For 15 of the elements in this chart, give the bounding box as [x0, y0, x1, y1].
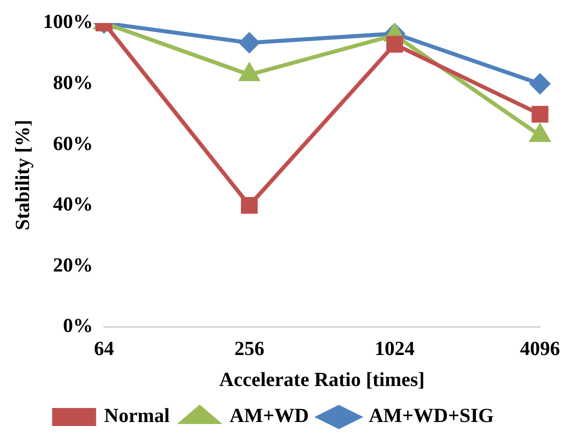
x-tick-label: 1024 — [374, 338, 415, 360]
x-tick-label: 64 — [94, 338, 114, 360]
x-tick-label: 4096 — [520, 338, 560, 360]
y-axis-title: Stability [%] — [12, 120, 34, 230]
y-tick-label: 20% — [53, 254, 93, 276]
y-tick-label: 0% — [63, 315, 93, 338]
y-tick-label: 60% — [53, 132, 93, 155]
x-axis-title: Accelerate Ratio [times] — [219, 369, 425, 392]
legend-label: AM+WD — [230, 405, 309, 428]
x-tick-label: 256 — [234, 338, 264, 360]
legend-label: AM+WD+SIG — [368, 405, 494, 428]
y-tick-label: 80% — [53, 72, 93, 94]
y-tick-label: 40% — [53, 194, 93, 216]
legend-label: Normal — [104, 405, 170, 428]
y-tick-label: 100% — [43, 11, 93, 34]
